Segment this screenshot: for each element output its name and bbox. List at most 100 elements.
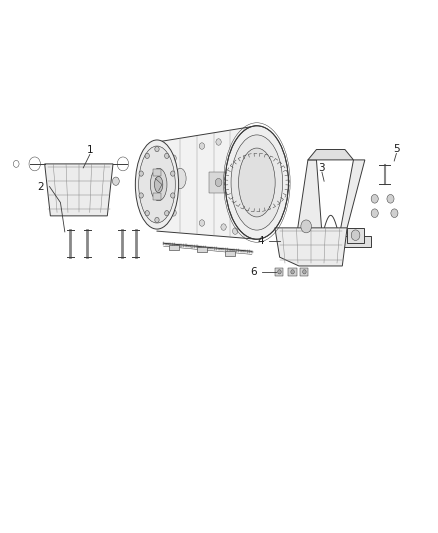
FancyBboxPatch shape <box>153 169 161 176</box>
FancyBboxPatch shape <box>170 243 171 246</box>
Polygon shape <box>347 228 364 243</box>
FancyBboxPatch shape <box>240 249 242 252</box>
FancyBboxPatch shape <box>194 245 195 248</box>
Text: 2: 2 <box>37 182 44 191</box>
FancyBboxPatch shape <box>172 243 173 246</box>
Circle shape <box>278 270 281 274</box>
FancyBboxPatch shape <box>196 246 198 248</box>
Polygon shape <box>45 164 113 216</box>
Circle shape <box>291 270 294 274</box>
FancyBboxPatch shape <box>207 246 208 249</box>
FancyBboxPatch shape <box>225 252 235 256</box>
FancyBboxPatch shape <box>191 245 193 247</box>
Polygon shape <box>339 160 365 236</box>
Circle shape <box>145 153 149 158</box>
FancyBboxPatch shape <box>200 246 202 248</box>
Text: 5: 5 <box>393 144 400 154</box>
FancyBboxPatch shape <box>275 268 283 276</box>
FancyBboxPatch shape <box>183 244 184 247</box>
FancyBboxPatch shape <box>176 244 178 246</box>
Circle shape <box>155 217 159 223</box>
Circle shape <box>303 270 306 274</box>
FancyBboxPatch shape <box>236 249 237 252</box>
Ellipse shape <box>139 146 175 223</box>
FancyBboxPatch shape <box>247 250 248 253</box>
Ellipse shape <box>225 126 289 239</box>
Circle shape <box>171 155 176 161</box>
FancyBboxPatch shape <box>153 193 161 200</box>
Circle shape <box>371 195 378 203</box>
FancyBboxPatch shape <box>225 248 226 251</box>
FancyBboxPatch shape <box>185 245 187 247</box>
FancyBboxPatch shape <box>244 250 246 253</box>
Circle shape <box>371 209 378 217</box>
FancyBboxPatch shape <box>208 172 225 192</box>
FancyBboxPatch shape <box>169 245 179 251</box>
Ellipse shape <box>150 168 167 201</box>
FancyBboxPatch shape <box>163 243 164 245</box>
Ellipse shape <box>231 135 283 230</box>
FancyBboxPatch shape <box>242 250 244 252</box>
FancyBboxPatch shape <box>211 247 213 249</box>
Circle shape <box>145 211 149 216</box>
Polygon shape <box>291 236 371 246</box>
Text: 3: 3 <box>318 163 325 173</box>
Text: 4: 4 <box>257 236 264 246</box>
Polygon shape <box>275 228 347 266</box>
FancyBboxPatch shape <box>220 248 222 250</box>
Circle shape <box>391 209 398 217</box>
Circle shape <box>113 177 119 185</box>
Circle shape <box>199 220 205 226</box>
FancyBboxPatch shape <box>216 247 217 250</box>
FancyBboxPatch shape <box>231 249 233 251</box>
Circle shape <box>165 211 169 216</box>
FancyBboxPatch shape <box>202 246 204 248</box>
Ellipse shape <box>239 148 275 217</box>
FancyBboxPatch shape <box>167 243 169 245</box>
FancyBboxPatch shape <box>229 248 231 251</box>
Ellipse shape <box>135 140 179 229</box>
Ellipse shape <box>155 176 163 192</box>
FancyBboxPatch shape <box>288 268 297 276</box>
FancyBboxPatch shape <box>300 268 308 276</box>
FancyBboxPatch shape <box>249 251 251 253</box>
Circle shape <box>155 147 159 152</box>
FancyBboxPatch shape <box>209 247 211 249</box>
FancyBboxPatch shape <box>227 248 229 251</box>
Circle shape <box>351 230 360 240</box>
Circle shape <box>233 228 238 235</box>
Circle shape <box>301 220 311 233</box>
FancyBboxPatch shape <box>165 243 167 245</box>
FancyBboxPatch shape <box>187 245 189 247</box>
Circle shape <box>171 171 175 176</box>
FancyBboxPatch shape <box>223 248 224 251</box>
Circle shape <box>139 171 143 176</box>
FancyBboxPatch shape <box>251 251 253 253</box>
FancyBboxPatch shape <box>198 246 200 248</box>
Circle shape <box>221 224 226 230</box>
Circle shape <box>139 193 143 198</box>
Circle shape <box>387 195 394 203</box>
Circle shape <box>171 209 176 216</box>
FancyBboxPatch shape <box>233 249 235 252</box>
FancyBboxPatch shape <box>218 247 219 250</box>
Text: 1: 1 <box>86 146 93 155</box>
FancyBboxPatch shape <box>197 247 207 253</box>
FancyBboxPatch shape <box>178 244 180 246</box>
Circle shape <box>216 139 221 145</box>
FancyBboxPatch shape <box>205 246 206 249</box>
Circle shape <box>171 193 175 198</box>
Text: 6: 6 <box>250 267 257 277</box>
FancyBboxPatch shape <box>189 245 191 247</box>
FancyBboxPatch shape <box>174 244 176 246</box>
Polygon shape <box>157 126 257 239</box>
Polygon shape <box>308 149 353 160</box>
Circle shape <box>199 143 205 149</box>
Ellipse shape <box>174 168 186 189</box>
FancyBboxPatch shape <box>214 247 215 249</box>
Circle shape <box>215 179 222 187</box>
FancyBboxPatch shape <box>180 244 182 246</box>
Circle shape <box>165 153 169 158</box>
Polygon shape <box>297 160 322 236</box>
FancyBboxPatch shape <box>238 249 240 252</box>
